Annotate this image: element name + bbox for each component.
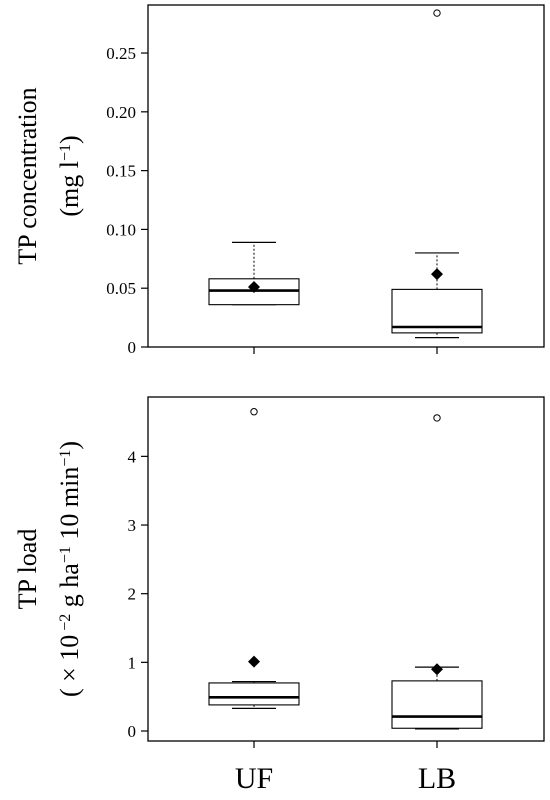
load-y-label-units: ( × 10 −2 g ha−1 10 min−1) bbox=[55, 441, 84, 697]
concentration-y-label-unit-exponent: −1 bbox=[57, 144, 74, 161]
load-y-label-part2: g ha bbox=[55, 563, 84, 614]
concentration-y-label-unit-base: (mg l bbox=[55, 161, 84, 217]
concentration-y-tick-label: 0.15 bbox=[106, 162, 136, 181]
concentration-y-tick-label: 0.20 bbox=[106, 103, 136, 122]
load-y-label-exp2: −1 bbox=[57, 546, 74, 563]
concentration-y-axis: 0 0.05 0.10 0.15 0.20 0.25 bbox=[106, 44, 148, 357]
load-y-label-part1: ( × 10 bbox=[55, 635, 84, 697]
concentration-panel: 0 0.05 0.10 0.15 0.20 0.25 TP concentration (… bbox=[13, 4, 545, 357]
concentration-y-tick-label: 0.25 bbox=[106, 44, 136, 63]
mean-marker bbox=[431, 268, 443, 281]
mean-marker bbox=[248, 281, 260, 294]
load-y-axis: 0 1 2 3 4 bbox=[128, 447, 148, 741]
iqr-box bbox=[391, 288, 483, 334]
concentration-y-label-line1: TP concentration bbox=[13, 87, 42, 264]
load-y-label: TP load bbox=[13, 529, 42, 610]
load-y-tick-label: 0 bbox=[128, 722, 137, 741]
load-y-label-part3: 10 min bbox=[55, 467, 84, 546]
x-axis: UF LB bbox=[235, 762, 456, 795]
load-plot-frame bbox=[147, 396, 545, 742]
concentration-y-tick-label: 0 bbox=[128, 338, 137, 357]
load-box-uf bbox=[208, 408, 300, 748]
load-boxes bbox=[208, 408, 483, 748]
x-category-label-uf: UF bbox=[235, 762, 273, 795]
concentration-y-tick-label: 0.05 bbox=[106, 279, 136, 298]
load-y-label-exp1: −2 bbox=[57, 614, 74, 635]
iqr-box bbox=[391, 680, 483, 729]
mean-marker bbox=[431, 663, 443, 676]
concentration-y-label-unit-close: ) bbox=[55, 135, 84, 144]
concentration-plot-frame bbox=[147, 4, 545, 348]
load-box-lb bbox=[391, 414, 483, 748]
concentration-y-label-units: (mg l−1) bbox=[55, 135, 84, 216]
load-y-tick-label: 4 bbox=[128, 447, 137, 466]
load-y-tick-label: 2 bbox=[128, 585, 137, 604]
concentration-box-uf bbox=[208, 241, 300, 354]
load-y-label-line1: TP load bbox=[13, 529, 42, 610]
concentration-box-lb bbox=[391, 9, 483, 354]
concentration-boxes bbox=[208, 9, 483, 354]
iqr-box bbox=[208, 682, 300, 706]
x-category-label-lb: LB bbox=[418, 762, 456, 795]
load-y-label-close: ) bbox=[55, 441, 84, 450]
concentration-y-label: TP concentration bbox=[13, 87, 42, 264]
load-y-tick-label: 1 bbox=[128, 653, 137, 672]
outlier-point bbox=[433, 9, 441, 17]
outlier-point bbox=[433, 414, 441, 422]
concentration-y-tick-label: 0.10 bbox=[106, 220, 136, 239]
load-y-label-exp3: −1 bbox=[57, 450, 74, 467]
load-y-tick-label: 3 bbox=[128, 516, 137, 535]
mean-marker bbox=[248, 655, 260, 668]
outlier-point bbox=[250, 408, 258, 416]
